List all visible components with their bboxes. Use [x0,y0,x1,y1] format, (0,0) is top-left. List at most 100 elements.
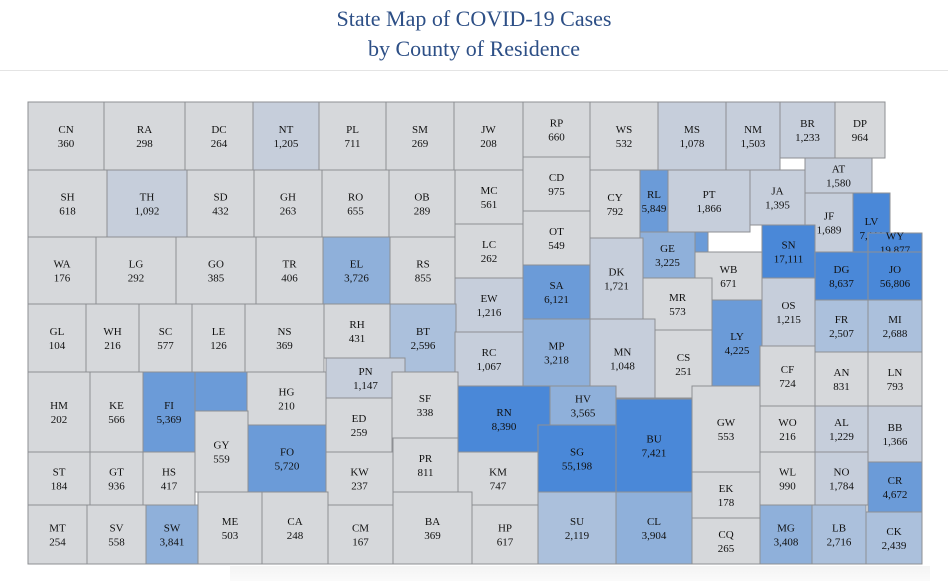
county-sd[interactable]: SD 432 [186,169,255,238]
county-ck[interactable]: CK 2,439 [865,511,923,565]
county-code-label: GW [717,417,736,429]
county-gy[interactable]: GY 559 [194,410,249,493]
county-mp[interactable]: MP 3,218 [522,318,591,387]
county-cl[interactable]: CL 3,904 [615,491,693,565]
county-sh[interactable]: SH 618 [27,169,108,238]
county-pr[interactable]: PR 811 [392,437,459,493]
county-dp[interactable]: DP 964 [834,101,886,159]
county-br[interactable]: BR 1,233 [779,101,836,159]
county-cases-label: 1,503 [741,138,766,150]
county-cd[interactable]: CD 975 [522,156,591,212]
county-hm[interactable]: HM 202 [27,371,91,453]
county-nt[interactable]: NT 1,205 [252,101,320,171]
county-kw[interactable]: KW 237 [325,451,394,506]
county-gw[interactable]: GW 553 [691,385,761,473]
county-ra[interactable]: RA 298 [103,101,186,171]
county-ke[interactable]: KE 566 [89,371,144,453]
county-st[interactable]: ST 184 [27,451,91,506]
county-jw[interactable]: JW 208 [453,101,524,171]
county-ln[interactable]: LN 793 [867,351,923,407]
county-ms[interactable]: MS 1,078 [657,101,727,171]
county-ns[interactable]: NS 369 [244,303,325,373]
county-gl[interactable]: GL 104 [27,303,87,373]
county-wl[interactable]: WL 990 [759,451,816,506]
county-cr[interactable]: CR 4,672 [867,461,923,513]
county-wb[interactable]: WB 671 [694,251,763,301]
county-wh[interactable]: WH 216 [85,303,140,373]
county-at[interactable]: AT 1,580 [804,157,873,194]
county-no[interactable]: NO 1,784 [814,451,869,506]
county-sv[interactable]: SV 558 [86,504,147,565]
county-fo[interactable]: FO 5,720 [247,424,327,493]
county-mi[interactable]: MI 2,688 [867,299,923,353]
county-cf[interactable]: CF 724 [759,345,816,407]
county-mt[interactable]: MT 254 [27,504,88,565]
county-an[interactable]: AN 831 [814,351,869,407]
county-mr[interactable]: MR 573 [642,277,713,331]
county-os[interactable]: OS 1,215 [761,277,816,347]
county-ba[interactable]: BA 369 [392,491,473,565]
county-jf[interactable]: JF 1,689 [804,192,854,253]
county-rs[interactable]: RS 855 [389,236,457,305]
county-ed[interactable]: ED 259 [325,397,393,453]
county-lg[interactable]: LG 292 [95,236,177,305]
county-hp[interactable]: HP 617 [471,504,539,565]
county-ot[interactable]: OT 549 [522,210,591,266]
county-gh[interactable]: GH 263 [253,169,323,238]
county-dk[interactable]: DK 1,721 [589,237,644,320]
county-tr[interactable]: TR 406 [255,236,324,305]
county-sc[interactable]: SC 577 [138,303,193,373]
county-le[interactable]: LE 126 [191,303,246,373]
county-sw[interactable]: SW 3,841 [145,504,199,565]
county-el[interactable]: EL 3,726 [322,236,391,305]
county-cq[interactable]: CQ 265 [691,517,761,565]
county-ja[interactable]: JA 1,395 [749,169,806,226]
county-sm[interactable]: SM 269 [385,101,455,171]
county-sn[interactable]: SN 17,111 [761,224,816,279]
county-bb[interactable]: BB 1,366 [867,405,923,463]
county-lc[interactable]: LC 262 [454,223,524,279]
county-ew[interactable]: EW 1,216 [454,277,524,333]
county-lb[interactable]: LB 2,716 [811,504,867,565]
county-bu[interactable]: BU 7,421 [615,398,693,493]
county-pl[interactable]: PL 711 [318,101,387,171]
county-cn[interactable]: CN 360 [27,101,105,171]
county-rc[interactable]: RC 1,067 [454,331,524,387]
county-wa[interactable]: WA 176 [27,236,97,305]
county-ob[interactable]: OB 289 [388,169,456,238]
county-cm[interactable]: CM 167 [327,504,394,565]
county-ly[interactable]: LY 4,225 [711,299,763,387]
county-th[interactable]: TH 1,092 [106,169,188,238]
county-ge[interactable]: GE 3,225 [639,231,696,279]
county-ws[interactable]: WS 532 [589,101,659,171]
county-mc[interactable]: MC 561 [454,169,524,225]
county-gt[interactable]: GT 936 [89,451,144,506]
county-go[interactable]: GO 385 [175,236,257,305]
county-me[interactable]: ME 503 [197,491,263,565]
county-rn[interactable]: RN 8,390 [457,385,551,453]
county-sf[interactable]: SF 338 [391,371,459,439]
county-shape [454,223,524,279]
county-cy[interactable]: CY 792 [589,169,641,239]
county-bt[interactable]: BT 2,596 [389,303,457,373]
county-al[interactable]: AL 1,229 [814,405,869,453]
county-sa[interactable]: SA 6,121 [522,264,591,320]
county-sg[interactable]: SG 55,198 [537,424,617,493]
county-ek[interactable]: EK 178 [691,471,761,519]
county-ro[interactable]: RO 655 [321,169,390,238]
county-jo[interactable]: JO 56,806 [867,251,923,301]
county-fr[interactable]: FR 2,507 [814,299,869,353]
county-mg[interactable]: MG 3,408 [759,504,813,565]
county-hg[interactable]: HG 210 [246,371,327,426]
county-rh[interactable]: RH 431 [323,303,391,359]
county-hs[interactable]: HS 417 [142,451,196,506]
county-dg[interactable]: DG 8,637 [814,251,869,301]
county-su[interactable]: SU 2,119 [537,491,617,565]
county-dc[interactable]: DC 264 [184,101,254,171]
county-nm[interactable]: NM 1,503 [725,101,781,171]
county-wo[interactable]: WO 216 [759,405,816,453]
county-rp[interactable]: RP 660 [522,101,591,158]
county-hv[interactable]: HV 3,565 [549,385,617,426]
county-ca[interactable]: CA 248 [261,491,329,565]
county-pt[interactable]: PT 1,866 [667,169,751,233]
